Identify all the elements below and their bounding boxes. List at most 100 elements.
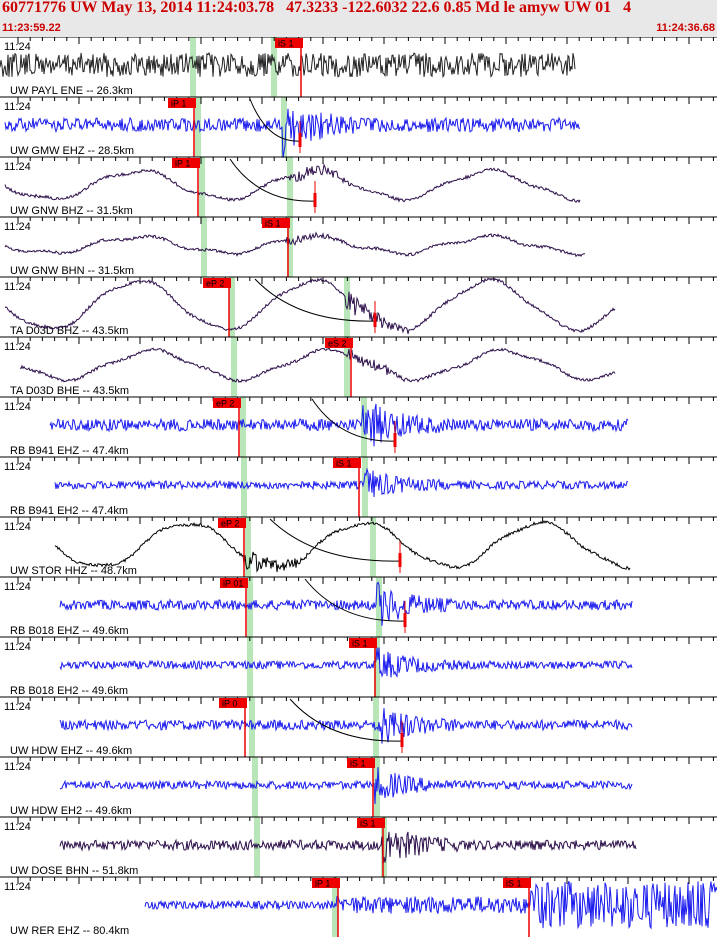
time-label: 11:24 — [4, 161, 31, 173]
pick-box[interactable] — [503, 878, 531, 888]
time-label: 11:24 — [4, 881, 31, 893]
pick-window — [332, 877, 338, 937]
channel-label: TA D03D BHZ -- 43.5km — [10, 325, 128, 337]
pick-label: iS 1 — [352, 639, 368, 649]
channel-label: TA D03D BHE -- 43.5km — [10, 385, 129, 397]
pick-box[interactable] — [262, 218, 290, 228]
pick-label: eS 2 — [328, 339, 347, 349]
waveform-trace — [4, 163, 581, 204]
time-label: 11:24 — [4, 221, 31, 233]
time-label: 11:24 — [4, 341, 31, 353]
channel-label: UW STOR HHZ -- 48.7km — [10, 565, 137, 577]
coda-curve — [304, 578, 406, 622]
channel-label: UW GMW EHZ -- 28.5km — [10, 145, 134, 157]
time-label: 11:24 — [4, 581, 31, 593]
pick-window — [229, 277, 235, 337]
pick-window — [271, 37, 277, 97]
time-end: 11:24:36.68 — [656, 22, 715, 34]
pick-window — [376, 577, 382, 637]
pick-label: eP 2 — [206, 279, 224, 289]
pick-box[interactable] — [333, 458, 361, 468]
pick-label: eP 2 — [216, 399, 234, 409]
time-label: 11:24 — [4, 641, 31, 653]
waveform-trace — [19, 347, 616, 383]
pick-box[interactable] — [275, 38, 303, 48]
waveform-trace — [54, 467, 629, 498]
channel-label: RB B941 EH2 -- 47.4km — [10, 505, 128, 517]
channel-label: UW GNW BHZ -- 31.5km — [10, 205, 133, 217]
pick-label: iS 1 — [506, 879, 522, 889]
waveform-trace — [54, 519, 631, 573]
pick-box[interactable] — [325, 338, 353, 348]
pick-window — [231, 337, 237, 397]
pick-window — [344, 337, 350, 397]
waveform-trace — [59, 581, 633, 626]
pick-window — [245, 517, 251, 577]
pick-window — [201, 217, 207, 277]
pick-label: iS 1 — [265, 219, 281, 229]
coda-curve — [311, 398, 396, 442]
time-label: 11:24 — [4, 461, 31, 473]
seismogram-plot: 11:24 UW PAYL ENE -- 26.3km iS 1 11:24 UW GM… — [0, 37, 717, 937]
waveform-trace — [144, 880, 717, 930]
pick-label: iP 1 — [315, 879, 330, 889]
channel-label: RB B941 EHZ -- 47.4km — [10, 445, 129, 457]
time-label: 11:24 — [4, 41, 31, 53]
pick-window — [370, 517, 376, 577]
coda-curve — [254, 278, 376, 322]
coda-curve — [229, 158, 316, 202]
pick-label: iS 1 — [278, 39, 294, 49]
pick-box[interactable] — [168, 98, 196, 108]
pick-box[interactable] — [213, 398, 241, 408]
channel-label: UW GNW BHN -- 31.5km — [10, 265, 134, 277]
time-label: 11:24 — [4, 761, 31, 773]
channel-label: UW HDW EHZ -- 49.6km — [10, 745, 132, 757]
waveform-trace — [49, 403, 629, 447]
pick-box[interactable] — [347, 758, 375, 768]
pick-box[interactable] — [357, 818, 385, 828]
pick-box[interactable] — [220, 578, 248, 588]
pick-box[interactable] — [349, 638, 377, 648]
header-bar: 60771776 UW May 13, 2014 11:24:03.78 47.… — [0, 0, 717, 37]
pick-window — [374, 637, 380, 697]
pick-box[interactable] — [312, 878, 340, 888]
waveform-trace — [4, 231, 586, 258]
coda-curve — [289, 698, 403, 742]
pick-window — [247, 577, 253, 637]
pick-window — [287, 157, 293, 217]
pick-label: iP 01 — [223, 579, 243, 589]
time-start: 11:23:59.22 — [2, 22, 61, 34]
waveform-trace — [4, 108, 581, 158]
coda-curve — [249, 98, 301, 142]
pick-window — [287, 217, 293, 277]
channel-label: RB B018 EHZ -- 49.6km — [10, 625, 129, 637]
pick-box[interactable] — [172, 158, 200, 168]
pick-window — [240, 397, 246, 457]
pick-window — [373, 697, 379, 757]
waveform-trace — [4, 277, 616, 335]
pick-window — [195, 97, 201, 157]
pick-box[interactable] — [203, 278, 231, 288]
time-label: 11:24 — [4, 521, 31, 533]
event-title: 60771776 UW May 13, 2014 11:24:03.78 47.… — [2, 0, 632, 16]
time-label: 11:24 — [4, 701, 31, 713]
time-label: 11:24 — [4, 821, 31, 833]
pick-label: iS 1 — [336, 459, 352, 469]
pick-window — [381, 817, 387, 877]
time-label: 11:24 — [4, 101, 31, 113]
pick-box[interactable] — [218, 518, 246, 528]
pick-window — [199, 157, 205, 217]
pick-box[interactable] — [219, 698, 247, 708]
pick-label: iS 1 — [360, 819, 376, 829]
pick-label: eP 2 — [221, 519, 239, 529]
channel-label: RB B018 EH2 -- 49.6km — [10, 685, 128, 697]
channel-label: UW HDW EH2 -- 49.6km — [10, 805, 132, 817]
pick-label: iP 1 — [171, 99, 186, 109]
pick-label: iP 1 — [175, 159, 190, 169]
pick-window — [362, 457, 368, 517]
waveform-trace — [59, 647, 633, 678]
time-label: 11:24 — [4, 281, 31, 293]
waveform-trace — [59, 708, 633, 744]
waveform-trace — [59, 767, 633, 805]
pick-label: iP 0 — [222, 699, 237, 709]
